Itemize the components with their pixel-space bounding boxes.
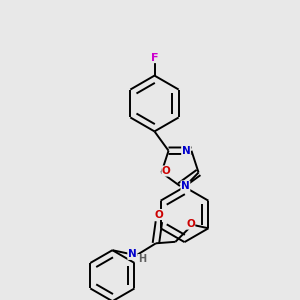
Text: H: H [138,254,146,265]
Text: N: N [181,181,190,191]
Text: O: O [162,166,171,176]
Text: N: N [182,146,190,156]
Text: F: F [151,52,158,63]
Text: O: O [186,219,195,229]
Text: N: N [128,249,136,260]
Text: O: O [154,209,163,220]
